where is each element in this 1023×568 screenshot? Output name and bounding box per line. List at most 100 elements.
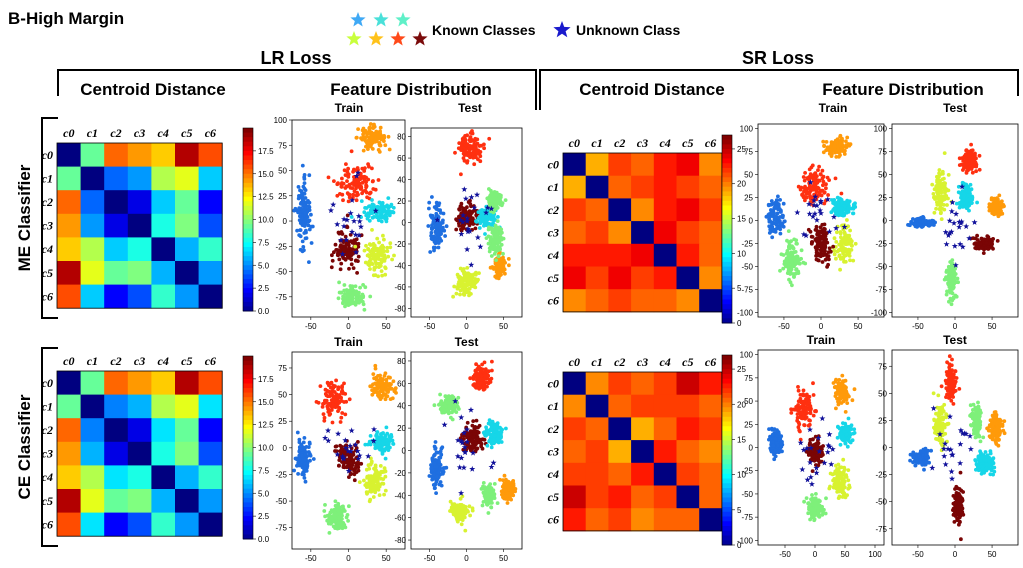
scatter-point bbox=[295, 430, 300, 435]
colorbar-segment bbox=[243, 237, 253, 243]
scatter-point bbox=[810, 163, 815, 168]
scatter-point bbox=[503, 198, 508, 203]
scatter-point bbox=[356, 293, 360, 297]
scatter-point bbox=[335, 248, 340, 252]
heatmap-cell bbox=[175, 512, 199, 537]
colorbar-segment bbox=[243, 150, 253, 156]
scatter-point bbox=[370, 139, 374, 144]
scatter-point bbox=[948, 290, 953, 295]
scatter-title: Test bbox=[455, 335, 479, 349]
heatmap-cell bbox=[80, 465, 105, 490]
heatmap-row-label: c6 bbox=[42, 517, 53, 531]
colorbar-tick-label: 7.5 bbox=[258, 466, 270, 475]
scatter-point bbox=[311, 457, 316, 461]
colorbar-segment bbox=[243, 173, 253, 179]
heatmap-cell bbox=[57, 394, 81, 419]
heatmap-row-label: c1 bbox=[548, 180, 559, 194]
scatter-point bbox=[822, 201, 827, 206]
scatter-point bbox=[478, 214, 483, 219]
scatter-point bbox=[459, 201, 464, 206]
scatter-point bbox=[449, 415, 453, 420]
colorbar-segment bbox=[243, 233, 253, 239]
scatter-point bbox=[340, 411, 345, 415]
colorbar-tick-label: 0.0 bbox=[258, 535, 270, 544]
scatter-point bbox=[786, 262, 791, 267]
y-tick-label: -50 bbox=[275, 268, 287, 277]
scatter-point bbox=[340, 505, 345, 509]
scatter-point bbox=[493, 265, 498, 270]
heatmap-cell bbox=[631, 243, 655, 267]
scatter-point bbox=[466, 200, 471, 205]
lr-bracket bbox=[57, 69, 537, 110]
scatter-point bbox=[992, 197, 997, 202]
scatter-point bbox=[833, 176, 838, 181]
scatter-point bbox=[345, 213, 350, 218]
scatter-point bbox=[363, 285, 368, 290]
scatter-point bbox=[809, 175, 814, 180]
scatter-point bbox=[786, 229, 791, 234]
scatter-title: Train bbox=[334, 335, 363, 349]
scatter-point bbox=[390, 438, 395, 443]
heatmap-col-label: c1 bbox=[591, 136, 602, 150]
unknown-star bbox=[355, 212, 362, 219]
scatter-point bbox=[331, 383, 336, 388]
colorbar-segment bbox=[243, 401, 253, 407]
scatter-point bbox=[379, 213, 384, 218]
heatmap-cell bbox=[653, 243, 677, 267]
scatter-point bbox=[473, 272, 478, 277]
colorbar-segment bbox=[722, 224, 732, 230]
scatter-point bbox=[362, 136, 367, 141]
scatter-point bbox=[370, 215, 375, 220]
scatter-point bbox=[352, 472, 357, 477]
scatter-point bbox=[349, 262, 354, 267]
scatter-point bbox=[482, 437, 487, 442]
heatmap-cell bbox=[631, 266, 655, 290]
unknown-star bbox=[355, 169, 362, 176]
heatmap-cell bbox=[631, 198, 655, 222]
scatter-point bbox=[968, 182, 973, 187]
scatter-point bbox=[359, 199, 364, 204]
heatmap-row-label: c6 bbox=[42, 289, 53, 303]
heatmap-cell bbox=[80, 371, 105, 395]
scatter-point bbox=[371, 480, 376, 484]
scatter-point bbox=[378, 264, 383, 268]
heatmap-cell bbox=[175, 237, 199, 262]
colorbar-segment bbox=[243, 224, 253, 230]
colorbar-segment bbox=[243, 132, 253, 138]
scatter-point bbox=[933, 220, 937, 225]
scatter-point bbox=[340, 385, 344, 390]
scatter-point bbox=[944, 188, 949, 193]
scatter-point bbox=[369, 142, 373, 147]
colorbar-segment bbox=[722, 271, 732, 277]
scatter-point bbox=[303, 217, 308, 222]
colorbar-segment bbox=[722, 233, 732, 239]
scatter-point bbox=[473, 144, 478, 149]
heatmap-cell bbox=[585, 243, 609, 267]
scatter-point bbox=[366, 253, 371, 257]
scatter-point bbox=[825, 145, 830, 150]
heatmap-cell bbox=[175, 394, 199, 419]
heatmap-cell bbox=[151, 441, 176, 466]
y-tick-label: 75 bbox=[278, 364, 287, 373]
colorbar-segment bbox=[722, 214, 732, 221]
scatter-point bbox=[489, 445, 494, 450]
colorbar-segment bbox=[243, 369, 253, 375]
heatmap-row-label: c5 bbox=[42, 266, 53, 280]
scatter-point bbox=[907, 223, 912, 227]
colorbar-segment bbox=[243, 429, 253, 435]
scatter-point bbox=[373, 252, 377, 257]
scatter-point bbox=[298, 228, 302, 233]
scatter-point bbox=[492, 192, 497, 197]
y-tick-label: -50 bbox=[741, 262, 753, 271]
scatter-point bbox=[297, 440, 302, 445]
legend-star-known bbox=[350, 12, 366, 27]
scatter-point bbox=[980, 246, 984, 251]
scatter-point bbox=[364, 131, 368, 135]
scatter-point bbox=[833, 206, 837, 211]
heatmap-cell bbox=[80, 166, 105, 191]
scatter-point bbox=[300, 239, 305, 244]
scatter-point bbox=[498, 202, 503, 207]
scatter-point bbox=[303, 196, 308, 200]
scatter-point bbox=[466, 281, 470, 286]
